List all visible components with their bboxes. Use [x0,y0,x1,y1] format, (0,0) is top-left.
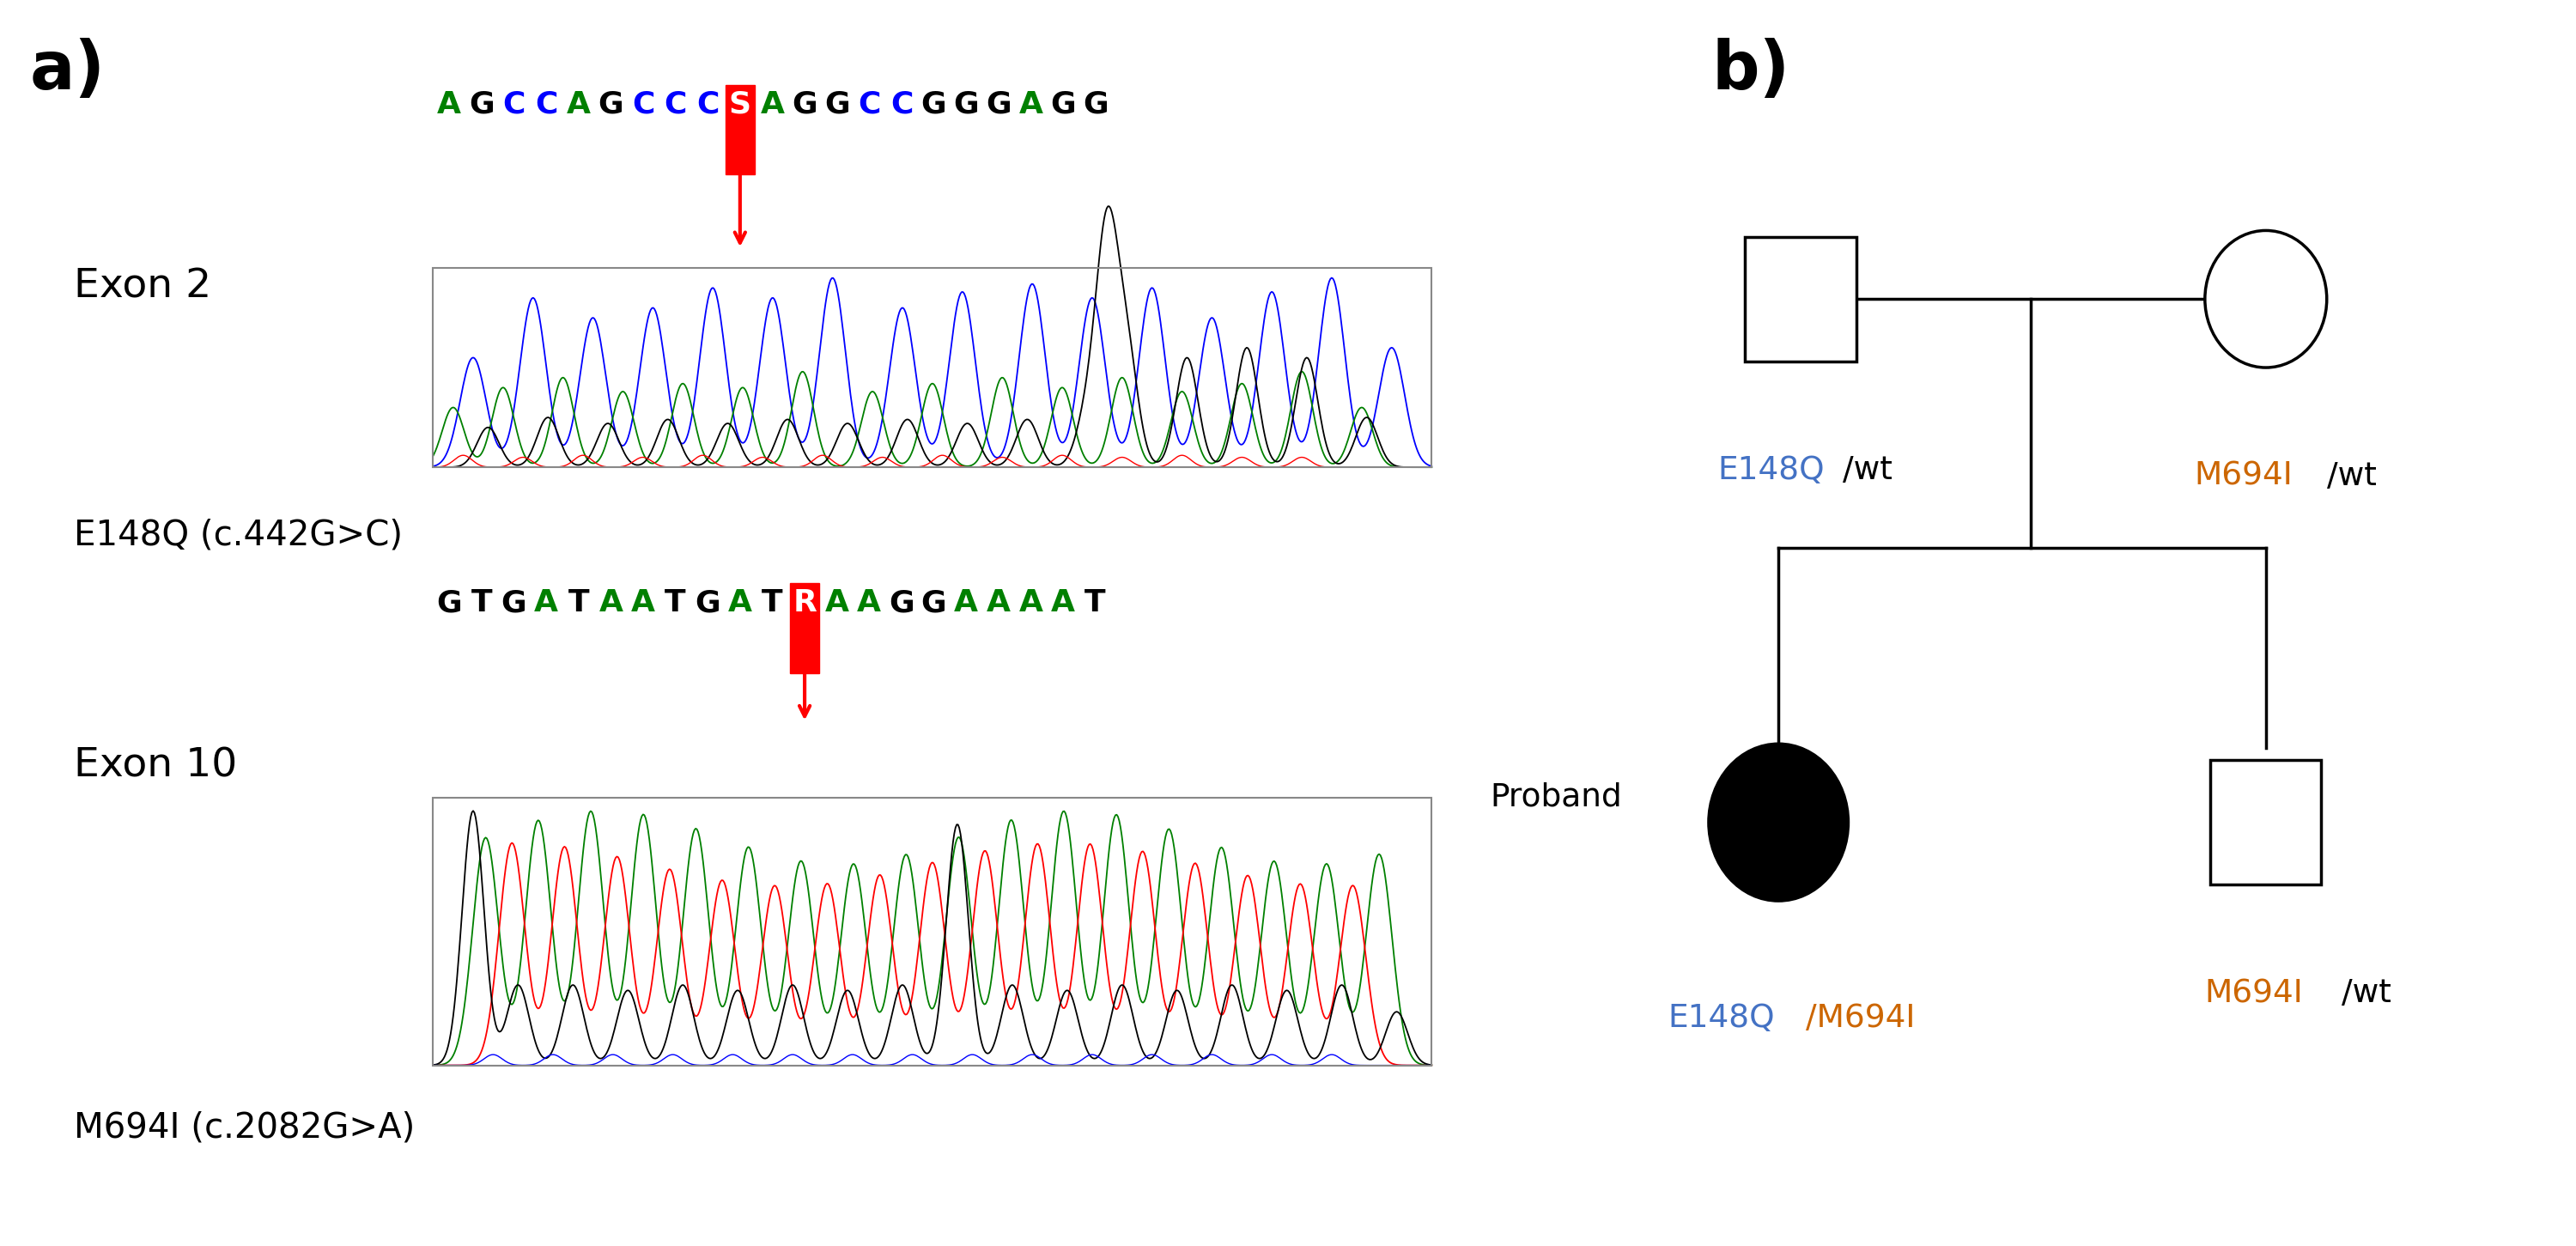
Text: A: A [598,588,623,618]
Text: G: G [987,90,1012,120]
Text: G: G [1082,90,1108,120]
Text: T: T [567,588,590,618]
Text: /wt: /wt [2342,978,2391,1009]
Circle shape [1708,744,1847,901]
Text: S: S [729,90,752,120]
Text: C: C [631,90,654,120]
Text: A: A [631,588,654,618]
Text: G: G [889,588,914,618]
Text: G: G [598,90,623,120]
FancyBboxPatch shape [726,85,755,174]
Text: E148Q: E148Q [1718,455,1824,486]
Text: A: A [1051,588,1074,618]
Bar [433,797,1432,1065]
Text: a): a) [28,37,106,102]
Text: A: A [858,588,881,618]
Text: C: C [665,90,688,120]
Text: M694I: M694I [2195,461,2293,492]
Text: E148Q (c.442G>C): E148Q (c.442G>C) [72,518,402,553]
Text: G: G [469,90,495,120]
Text: C: C [858,90,881,120]
Text: R: R [793,588,817,618]
Bar [1744,237,1855,361]
Text: A: A [953,588,979,618]
Text: A: A [729,588,752,618]
Text: A: A [1018,588,1043,618]
Text: G: G [435,588,461,618]
Text: G: G [953,90,979,120]
Text: T: T [471,588,492,618]
Circle shape [2205,231,2326,368]
Text: Exon 10: Exon 10 [72,746,237,786]
Text: A: A [567,90,590,120]
Bar [433,268,1432,467]
Text: A: A [987,588,1010,618]
Text: Proband: Proband [1492,782,1623,812]
Text: A: A [533,588,559,618]
Text: /M694I: /M694I [1806,1003,1917,1034]
Text: C: C [696,90,719,120]
Text: T: T [1084,588,1105,618]
Text: /wt: /wt [2326,461,2378,492]
Text: E148Q: E148Q [1667,1003,1775,1034]
Text: T: T [762,588,783,618]
Text: A: A [760,90,783,120]
Bar [2210,760,2321,885]
Text: /wt: /wt [1842,455,1893,486]
Text: G: G [1051,90,1077,120]
Text: C: C [502,90,526,120]
Text: A: A [438,90,461,120]
Text: G: G [922,588,945,618]
Text: T: T [665,588,685,618]
Text: G: G [922,90,945,120]
Text: M694I (c.2082G>A): M694I (c.2082G>A) [72,1110,415,1145]
Text: G: G [502,588,526,618]
Text: G: G [791,90,817,120]
Text: A: A [1018,90,1043,120]
Text: A: A [824,588,850,618]
Text: G: G [696,588,721,618]
Text: M694I: M694I [2205,978,2303,1009]
Text: b): b) [1713,37,1790,102]
FancyBboxPatch shape [791,583,819,673]
Text: G: G [824,90,850,120]
Text: C: C [536,90,556,120]
Text: C: C [891,90,912,120]
Text: Exon 2: Exon 2 [72,267,211,307]
